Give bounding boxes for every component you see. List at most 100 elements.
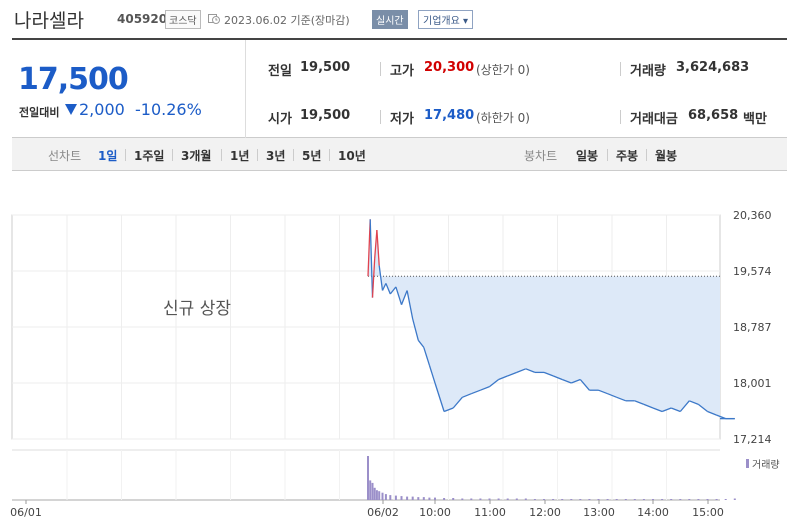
divider <box>172 149 173 161</box>
x-tick-label: 15:00 <box>692 506 724 519</box>
volume-bar <box>706 499 709 500</box>
high-label: 고가 <box>390 64 414 79</box>
candle-daily[interactable]: 일봉 <box>576 149 599 163</box>
price-line-segment <box>412 318 419 341</box>
chart-toolbar: 선차트 1일 1주일 3개월 1년 3년 5년 10년 봉차트 일봉 주봉 월봉 <box>12 138 787 171</box>
period-1d[interactable]: 1일 <box>98 149 118 163</box>
company-overview-label: 기업개요 <box>423 16 460 27</box>
price-line-segment <box>423 347 431 366</box>
price-line-segment <box>374 229 378 259</box>
volume-legend: 거래량 <box>752 459 780 471</box>
price-line-segment <box>400 290 408 305</box>
period-3m[interactable]: 3개월 <box>181 149 212 163</box>
volume-bar <box>642 499 645 500</box>
volume-bar <box>561 499 564 500</box>
price-line-segment <box>452 396 463 409</box>
period-3y[interactable]: 3년 <box>266 149 286 163</box>
price-line-segment <box>607 393 617 398</box>
candle-monthly[interactable]: 월봉 <box>655 149 678 163</box>
market-badge: 코스닥 <box>165 10 201 29</box>
volume-bar <box>633 499 636 500</box>
divider <box>329 149 330 161</box>
volume-bar <box>406 496 409 500</box>
volume-bar <box>452 498 455 500</box>
price-line-segment <box>471 389 481 395</box>
volume-bar <box>615 499 618 500</box>
divider <box>125 149 126 161</box>
volume-bar <box>470 498 473 500</box>
price-line-segment <box>707 410 717 416</box>
y-axis-labels: 20,360 19,574 18,787 18,001 17,214 <box>733 209 772 446</box>
price-line-segment <box>376 229 380 266</box>
chart-grid <box>11 214 721 504</box>
price-line-segment <box>498 375 508 381</box>
volume-bar <box>369 480 372 500</box>
volume-bar <box>371 482 374 500</box>
volume-bar <box>373 487 376 500</box>
price-line-segment <box>417 339 425 348</box>
volume-bar <box>479 498 482 500</box>
chart-area <box>367 219 735 420</box>
realtime-button[interactable]: 실시간 <box>372 10 408 29</box>
volume-bar <box>497 498 500 500</box>
divider <box>380 62 381 76</box>
price-line-segment <box>462 393 472 398</box>
volume-bar <box>417 497 420 500</box>
price-line-segment <box>634 400 645 406</box>
volume-bar <box>688 499 691 500</box>
period-1y[interactable]: 1년 <box>230 149 250 163</box>
price-line-segment <box>381 283 387 291</box>
volume-bar <box>543 499 545 500</box>
price-line-segment <box>571 378 581 384</box>
divider <box>221 149 222 161</box>
price-line-segment <box>661 407 672 413</box>
stock-name: 나라셀라 <box>14 10 84 32</box>
volume-bar <box>506 498 509 500</box>
candle-weekly[interactable]: 주봉 <box>616 149 639 163</box>
price-line-segment <box>443 407 454 413</box>
y-tick-label: 18,001 <box>733 377 772 390</box>
volume-bar <box>400 496 403 500</box>
caret-down-icon: ▾ <box>463 16 469 27</box>
amount-label: 거래대금 <box>630 112 678 127</box>
volume-legend-icon <box>746 459 749 468</box>
price-line-segment <box>598 389 608 395</box>
volume-bar <box>367 456 369 500</box>
divider <box>646 149 647 161</box>
low-value: 17,480 <box>424 108 475 123</box>
prev-value: 19,500 <box>300 60 351 75</box>
new-listing-annotation: 신규 상장 <box>163 299 231 319</box>
volume-value: 3,624,683 <box>676 60 750 75</box>
price-line-segment <box>371 258 376 298</box>
amount-unit: 백만 <box>743 112 767 127</box>
change-value: 2,000 <box>79 100 125 119</box>
base-date: 2023.06.02 기준(장마감) <box>224 14 350 27</box>
volume-bar <box>552 499 555 500</box>
price-area-fill <box>368 219 735 419</box>
period-1w[interactable]: 1주일 <box>134 149 165 163</box>
low-label: 저가 <box>390 112 414 127</box>
period-10y[interactable]: 10년 <box>338 149 366 163</box>
volume-bar <box>378 491 381 500</box>
price-line-segment <box>679 400 690 412</box>
company-overview-button[interactable]: 기업개요 ▾ <box>418 10 474 29</box>
y-tick-label: 18,787 <box>733 321 772 334</box>
volume-bar <box>422 497 425 500</box>
volume-bar <box>375 490 378 500</box>
x-tick-label: 06/01 <box>10 506 42 519</box>
volume-bar <box>461 498 464 500</box>
period-5y[interactable]: 5년 <box>302 149 322 163</box>
volume-bar <box>624 499 627 500</box>
down-arrow-icon <box>65 104 77 115</box>
y-tick-label: 19,574 <box>733 265 772 278</box>
price-box: 17,500 전일대비 2,000 -10.26% <box>12 40 246 138</box>
x-axis-labels: 06/01 06/02 10:00 11:00 12:00 13:00 14:00 15:00 <box>10 506 724 519</box>
volume-bar <box>384 494 387 500</box>
price-line-segment <box>428 365 436 384</box>
volume-bar <box>733 498 736 500</box>
volume-bar <box>434 497 436 500</box>
x-tick-label: 14:00 <box>637 506 669 519</box>
x-tick-label: 10:00 <box>419 506 451 519</box>
volume-bar <box>724 499 727 500</box>
